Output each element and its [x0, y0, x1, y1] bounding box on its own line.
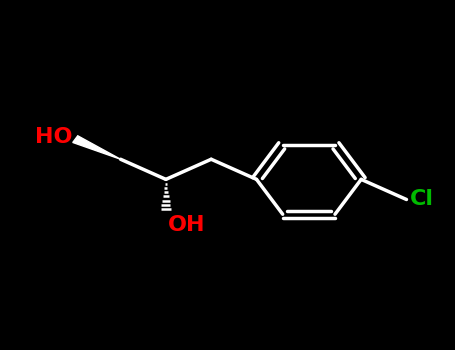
Text: Cl: Cl — [410, 189, 434, 209]
Text: OH: OH — [168, 215, 206, 235]
Polygon shape — [73, 136, 121, 159]
Text: HO: HO — [35, 127, 73, 147]
